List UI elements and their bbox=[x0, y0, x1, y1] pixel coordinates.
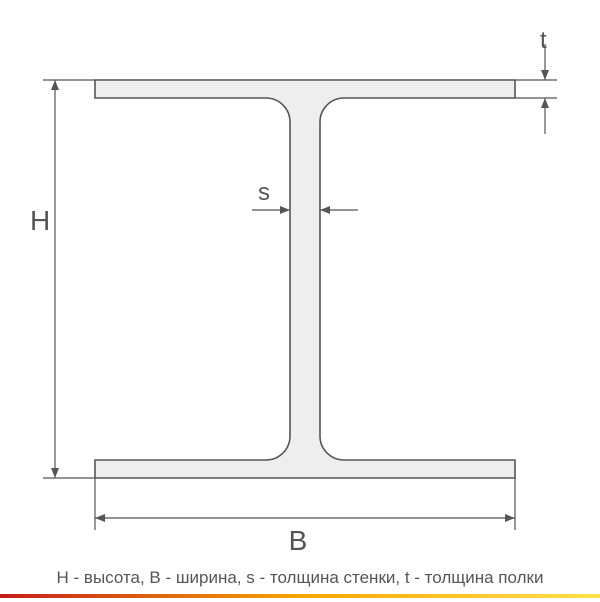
svg-text:t: t bbox=[540, 27, 547, 54]
svg-text:H: H bbox=[30, 205, 50, 236]
legend-text: H - высота, B - ширина, s - толщина стен… bbox=[0, 568, 600, 588]
ibeam-diagram: H Bs t bbox=[0, 0, 600, 602]
gradient-bar bbox=[0, 594, 600, 598]
svg-text:s: s bbox=[258, 179, 270, 206]
diagram-stage: H Bs t H - высота, B - ширина, s - толщина… bbox=[0, 0, 600, 602]
svg-text:B: B bbox=[289, 525, 308, 556]
